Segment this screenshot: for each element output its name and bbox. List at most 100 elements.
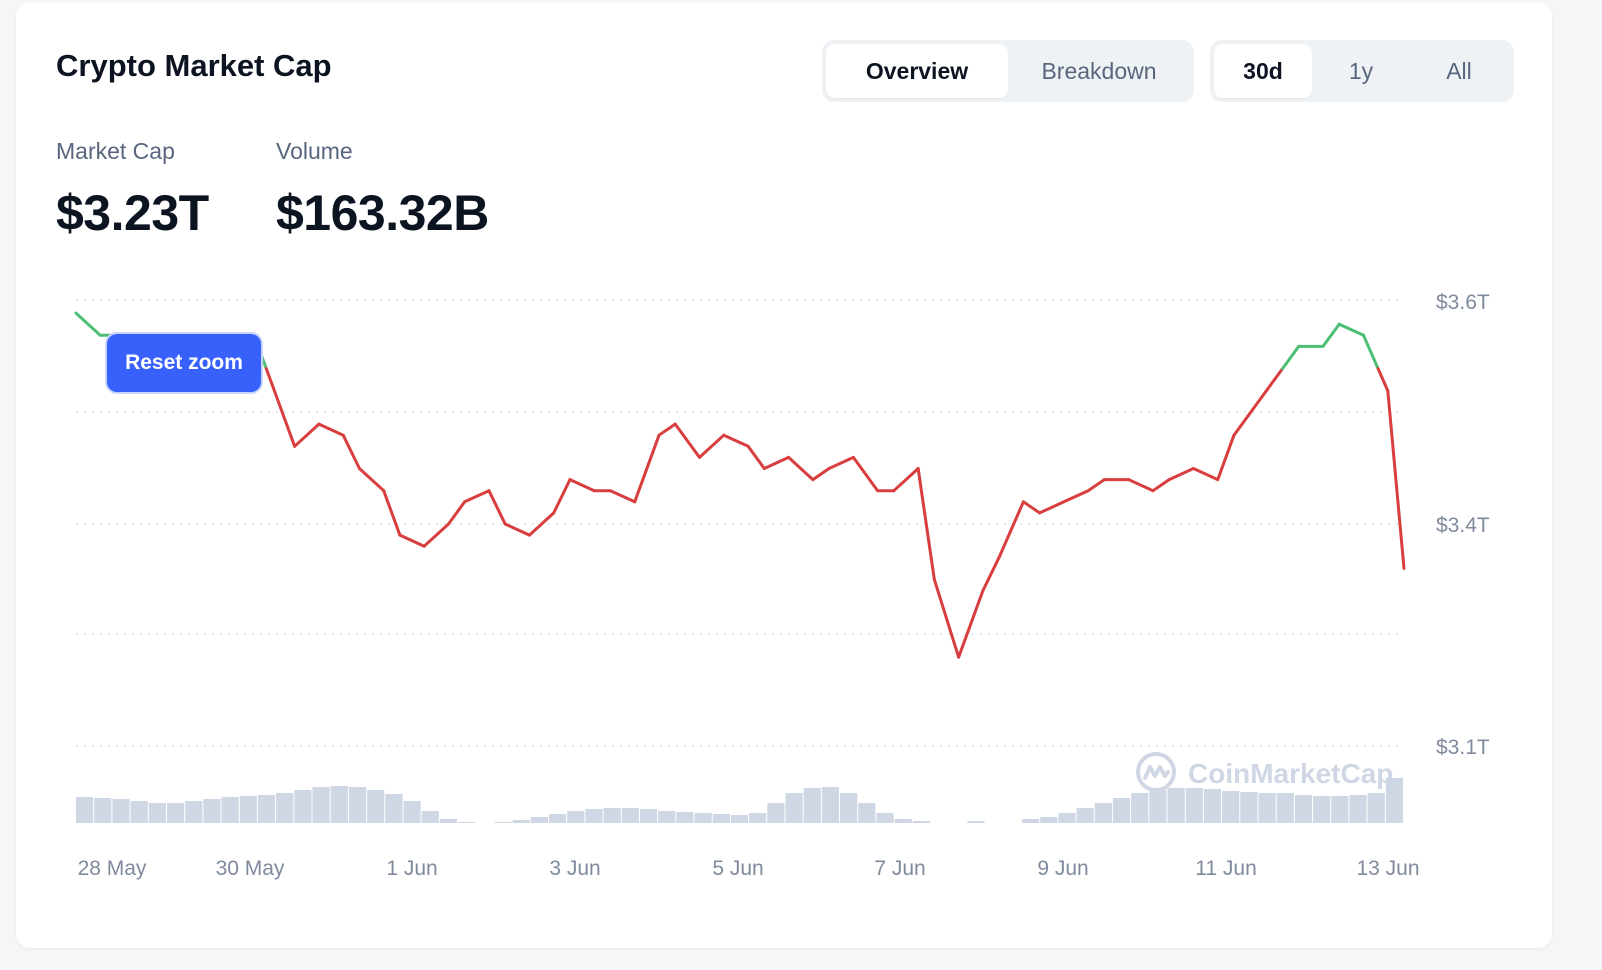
view-tabs: Overview Breakdown [822,40,1194,102]
volume-bar [803,788,821,823]
volume-bar [221,797,239,823]
page-title: Crypto Market Cap [56,48,332,83]
volume-bar [294,790,312,823]
volume-value: $163.32B [276,185,489,241]
volume-bar [1094,803,1112,823]
coinmarketcap-logo-icon [1134,750,1178,799]
price-line-segment [1191,467,1220,482]
volume-bar [1167,788,1185,823]
volume-bar [530,817,548,823]
price-line-segment [1256,378,1276,404]
volume-bar [658,811,676,823]
x-tick-label: 3 Jun [549,857,600,880]
price-line-segment [851,455,880,493]
price-line-segment [1281,344,1301,371]
price-line-segment [1021,500,1042,515]
volume-bar [439,819,458,823]
price-line-segment [1086,478,1106,493]
x-tick-label: 9 Jun [1037,857,1088,880]
volume-bar [730,815,749,823]
x-tick-label: 7 Jun [874,857,925,880]
range-tabs: 30d 1y All [1210,40,1514,102]
volume-label: Volume [276,138,353,164]
y-tick-label: $3.4T [1436,514,1490,537]
volume-bar [1040,817,1058,823]
x-tick-label: 28 May [78,857,147,880]
volume-bar [76,797,94,823]
tab-breakdown[interactable]: Breakdown [1041,57,1157,84]
volume-bar [894,819,912,823]
price-line-segment [811,467,831,482]
price-line-segment [264,367,280,404]
price-line-segment [487,489,507,526]
volume-bar [585,809,603,823]
price-line-segment [1127,478,1155,493]
y-tick-label: $3.1T [1436,736,1490,759]
price-line-segment [608,489,637,504]
volume-bar [276,793,294,823]
volume-bar [1258,793,1276,823]
price-line-segment [398,533,426,548]
price-line-segment [293,422,321,448]
price-line-segment [1362,333,1380,371]
reset-zoom-button[interactable]: Reset zoom [107,334,261,392]
volume-bar [94,798,112,823]
volume-bar [1149,790,1167,823]
volume-bar [912,821,931,823]
price-line-segment [746,444,766,470]
price-line-segment [787,455,815,482]
price-line-segment [633,433,661,504]
range-all[interactable]: All [1446,57,1472,84]
volume-bar [1185,788,1203,823]
volume-bar [785,793,803,823]
volume-bar [1058,813,1076,823]
price-line-segment [722,433,750,448]
volume-bar [1313,796,1331,823]
price-line-segment [382,489,402,537]
price-line-segment [892,467,920,493]
volume-bar [1203,789,1222,823]
price-line-segment [1337,322,1366,337]
volume-bar [185,801,203,823]
x-tick-label: 11 Jun [1195,857,1257,880]
volume-bar [330,786,348,823]
price-line-segment [1386,389,1406,570]
price-line-segment [1321,322,1341,348]
range-30d[interactable]: 30d [1214,44,1312,98]
price-line-segment [463,489,491,504]
volume-bar [712,814,730,823]
volume-bar [767,803,785,823]
volume-bar [1385,778,1403,823]
price-line-segment [1376,367,1390,393]
price-line-segment [341,433,361,470]
price-line-segment [503,522,531,537]
price-line-segment [552,478,572,515]
x-tick-label: 13 Jun [1356,857,1419,880]
volume-bar [421,811,439,823]
volume-bar [1112,798,1131,823]
volume-bar [1276,793,1294,823]
volume-bar [840,793,858,823]
volume-bar [1076,808,1094,823]
market-cap-card [16,2,1552,948]
price-line-segment [657,422,677,437]
volume-bar [385,794,403,823]
price-line-segment [698,433,726,459]
volume-bar [876,813,894,823]
price-line-segment [357,467,386,493]
price-line-segment [997,500,1025,559]
tab-overview[interactable]: Overview [826,44,1008,98]
volume-bar [676,812,694,823]
x-tick-label: 30 May [216,857,285,880]
watermark-text: CoinMarketCap [1188,758,1394,789]
volume-bar [403,801,421,823]
volume-bar [1349,795,1367,823]
price-line-segment [1038,500,1066,515]
price-line-segment [74,311,102,337]
volume-bar [203,799,221,823]
volume-bar [166,803,185,823]
volume-bar [458,822,476,823]
price-line-segment [527,511,556,537]
range-1y[interactable]: 1y [1348,57,1374,84]
